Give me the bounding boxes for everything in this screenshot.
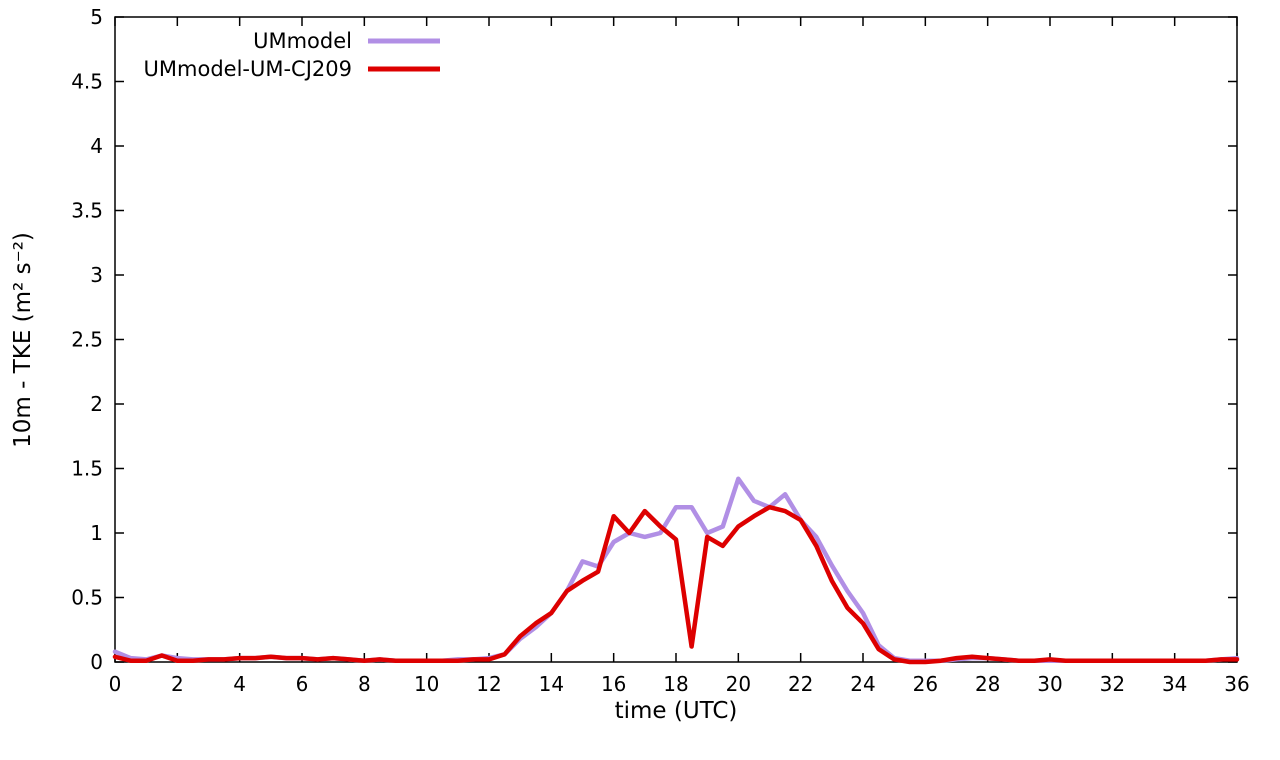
x-tick-label: 34 — [1162, 672, 1187, 696]
x-tick-label: 18 — [663, 672, 688, 696]
legend-label: UMmodel-UM-CJ209 — [144, 57, 352, 81]
plot-border — [114, 16, 1238, 663]
x-tick-label: 26 — [913, 672, 938, 696]
y-axis-label: 10m - TKE (m² s⁻²) — [10, 232, 36, 448]
y-tick-label: 0 — [90, 650, 103, 674]
x-tick-label: 16 — [601, 672, 626, 696]
y-tick-label: 5 — [90, 5, 103, 29]
x-tick-label: 0 — [109, 672, 122, 696]
series-line-UMmodel — [112, 476, 1240, 663]
y-tick-label: 1.5 — [71, 457, 103, 481]
x-tick-label: 12 — [476, 672, 501, 696]
y-tick-label: 3.5 — [71, 199, 103, 223]
x-tick-label: 10 — [414, 672, 439, 696]
x-axis-label: time (UTC) — [615, 698, 738, 724]
x-tick-label: 28 — [975, 672, 1000, 696]
x-tick-label: 8 — [358, 672, 371, 696]
x-tick-label: 32 — [1100, 672, 1125, 696]
legend-label: UMmodel — [253, 29, 352, 53]
y-tick-label: 1 — [90, 521, 103, 545]
y-tick-label: 0.5 — [71, 586, 103, 610]
x-tick-label: 20 — [726, 672, 751, 696]
x-tick-label: 2 — [171, 672, 184, 696]
x-tick-label: 6 — [296, 672, 309, 696]
y-tick-label: 4 — [90, 134, 103, 158]
y-tick-label: 2 — [90, 392, 103, 416]
x-tick-label: 4 — [233, 672, 246, 696]
x-tick-label: 24 — [850, 672, 875, 696]
y-tick-label: 2.5 — [71, 328, 103, 352]
series-line-UMmodel-UM-CJ209 — [112, 504, 1240, 665]
y-tick-label: 3 — [90, 263, 103, 287]
y-tick-label: 4.5 — [71, 70, 103, 94]
x-tick-label: 22 — [788, 672, 813, 696]
x-tick-label: 14 — [539, 672, 564, 696]
x-tick-label: 30 — [1037, 672, 1062, 696]
x-tick-label: 36 — [1224, 672, 1249, 696]
